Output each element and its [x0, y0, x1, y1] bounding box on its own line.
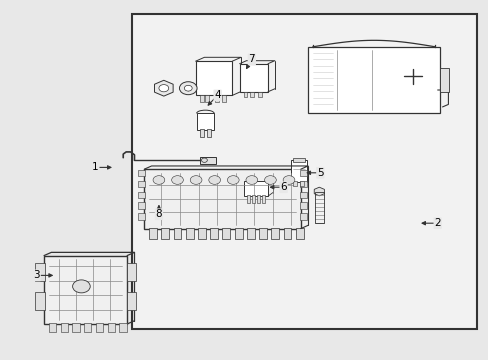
Bar: [299, 213, 306, 220]
Circle shape: [283, 176, 294, 184]
Bar: [299, 202, 306, 209]
Bar: [35, 292, 45, 310]
Bar: [292, 158, 304, 162]
Bar: [132, 14, 476, 329]
Bar: [196, 113, 214, 130]
Bar: [44, 256, 127, 324]
Text: 2: 2: [433, 218, 440, 228]
Circle shape: [245, 176, 257, 184]
Bar: [119, 323, 126, 332]
Circle shape: [73, 280, 90, 293]
Circle shape: [227, 176, 239, 184]
Bar: [439, 68, 448, 92]
Bar: [295, 228, 303, 239]
Circle shape: [159, 85, 168, 92]
Bar: [84, 323, 91, 332]
Bar: [138, 202, 145, 209]
Bar: [173, 228, 181, 239]
Polygon shape: [314, 187, 324, 196]
Bar: [299, 181, 306, 187]
Bar: [261, 195, 264, 203]
Bar: [127, 263, 136, 281]
Polygon shape: [154, 80, 173, 96]
Bar: [138, 181, 145, 187]
Bar: [258, 92, 262, 97]
Bar: [206, 129, 211, 137]
Text: 7: 7: [248, 54, 255, 64]
Circle shape: [153, 176, 164, 184]
Bar: [307, 47, 439, 113]
Bar: [293, 181, 297, 186]
Bar: [138, 192, 145, 198]
Bar: [299, 192, 306, 198]
Text: 3: 3: [33, 270, 40, 280]
Bar: [215, 95, 219, 102]
Bar: [283, 228, 291, 239]
Bar: [61, 323, 68, 332]
Bar: [246, 195, 250, 203]
Bar: [239, 64, 267, 92]
Bar: [243, 92, 247, 97]
Bar: [107, 323, 115, 332]
Bar: [138, 170, 145, 176]
Circle shape: [264, 176, 276, 184]
Circle shape: [190, 176, 202, 184]
Bar: [200, 157, 216, 164]
Bar: [127, 292, 136, 310]
Circle shape: [201, 158, 207, 162]
Bar: [35, 263, 45, 281]
Bar: [251, 195, 255, 203]
Bar: [246, 228, 254, 239]
Bar: [72, 323, 80, 332]
Bar: [205, 95, 209, 102]
Bar: [250, 92, 254, 97]
Text: 4: 4: [214, 90, 221, 100]
Bar: [198, 228, 205, 239]
Bar: [200, 95, 204, 102]
Bar: [49, 323, 56, 332]
Bar: [138, 213, 145, 220]
Bar: [144, 169, 300, 229]
Text: 6: 6: [280, 182, 286, 192]
Bar: [210, 228, 218, 239]
Bar: [149, 228, 157, 239]
Bar: [299, 170, 306, 176]
Bar: [161, 228, 169, 239]
Bar: [185, 228, 193, 239]
Text: 5: 5: [316, 168, 323, 178]
Bar: [195, 61, 232, 95]
Bar: [300, 181, 304, 186]
Bar: [244, 181, 267, 196]
Bar: [222, 228, 230, 239]
Circle shape: [171, 176, 183, 184]
Circle shape: [184, 85, 192, 91]
Bar: [314, 192, 323, 223]
Bar: [234, 228, 242, 239]
Circle shape: [208, 176, 220, 184]
Text: 1: 1: [92, 162, 99, 172]
Bar: [199, 129, 203, 137]
Bar: [256, 195, 260, 203]
Bar: [222, 95, 226, 102]
Bar: [96, 323, 103, 332]
Bar: [271, 228, 279, 239]
Bar: [290, 160, 306, 182]
Circle shape: [179, 82, 197, 95]
Text: 8: 8: [155, 209, 162, 219]
Bar: [259, 228, 266, 239]
